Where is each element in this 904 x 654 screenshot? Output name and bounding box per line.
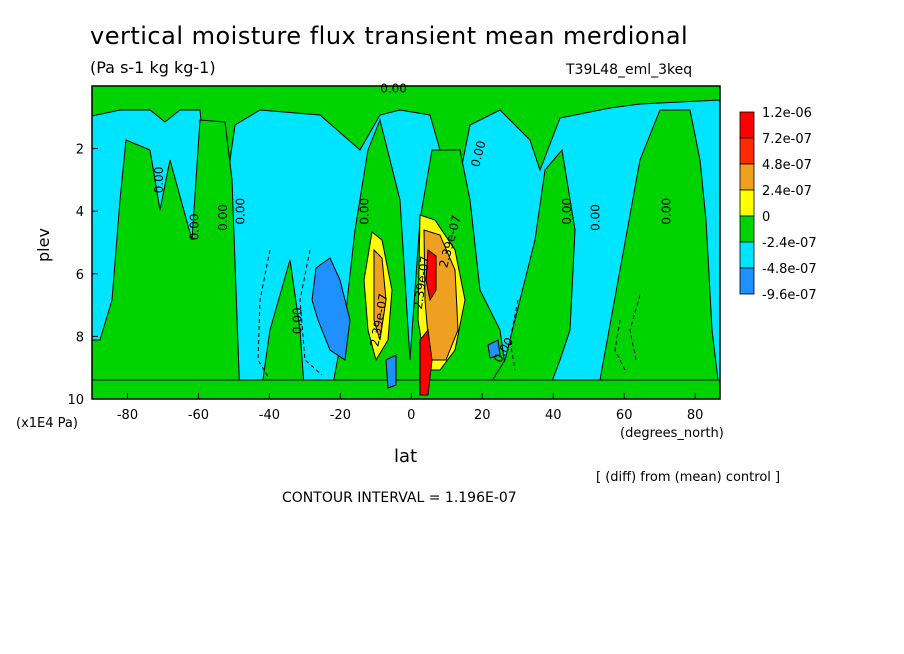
contour-label: 0.00 bbox=[234, 198, 248, 225]
blue-cell bbox=[385, 354, 397, 389]
contour-label: 0.00 bbox=[468, 139, 488, 168]
blue-cell bbox=[487, 339, 501, 359]
positive-region bbox=[480, 148, 576, 399]
legend-label: -4.8e-07 bbox=[762, 262, 817, 277]
x-tick-label: 0 bbox=[407, 408, 415, 423]
contour-label: 0.00 bbox=[588, 204, 602, 231]
contour-fills bbox=[92, 86, 720, 399]
legend-swatch bbox=[739, 215, 755, 243]
orange-cell bbox=[373, 248, 387, 341]
legend-swatch bbox=[739, 163, 755, 191]
legend-swatch bbox=[739, 137, 755, 165]
x-tick-label: 20 bbox=[474, 408, 491, 423]
y-tick-label: 8 bbox=[76, 330, 84, 345]
y-tick-label: 6 bbox=[76, 268, 84, 283]
contour-label: 0.00 bbox=[358, 198, 372, 225]
legend-label: 4.8e-07 bbox=[762, 158, 812, 173]
contour-label: 0.00 bbox=[659, 198, 673, 225]
run-id-label: T39L48_eml_3keq bbox=[566, 62, 693, 78]
legend-swatch bbox=[739, 189, 755, 217]
contour-label: 0.00 bbox=[380, 81, 407, 95]
x-axis-label: lat bbox=[394, 446, 418, 467]
negative-contour bbox=[629, 294, 641, 361]
contour-label: 0.00 bbox=[290, 307, 304, 334]
chart-title: vertical moisture flux transient mean me… bbox=[90, 22, 689, 50]
red-cell bbox=[419, 328, 433, 396]
contour-label: 0.00 bbox=[216, 204, 230, 231]
x-tick-label: -40 bbox=[259, 408, 280, 423]
y-tick-label: 4 bbox=[76, 205, 84, 220]
negative-contour bbox=[614, 319, 626, 371]
x-tick-label: 40 bbox=[545, 408, 562, 423]
legend-label: 7.2e-07 bbox=[762, 132, 812, 147]
negative-contour bbox=[257, 249, 271, 381]
contour-label: 0.00 bbox=[187, 213, 201, 240]
x-tick-label: 60 bbox=[616, 408, 633, 423]
negative-contour bbox=[299, 249, 323, 376]
chart-subtitle: (Pa s-1 kg kg-1) bbox=[90, 58, 216, 77]
legend-label: 1.2e-06 bbox=[762, 106, 812, 121]
red-cell bbox=[425, 249, 437, 302]
legend-swatch bbox=[739, 111, 755, 139]
diff-note: [ (diff) from (mean) control ] bbox=[596, 470, 781, 485]
legend-label: 0 bbox=[762, 210, 770, 225]
positive-region bbox=[259, 259, 306, 399]
y-tick-label: 2 bbox=[76, 143, 84, 158]
positive-region bbox=[92, 379, 720, 399]
contour-interval-text: CONTOUR INTERVAL = 1.196E-07 bbox=[282, 490, 517, 506]
plot-frame bbox=[91, 85, 721, 400]
blue-cell bbox=[311, 257, 351, 361]
x-tick-label: -80 bbox=[117, 408, 138, 423]
color-legend: 1.2e-06 7.2e-07 4.8e-07 2.4e-07 0 -2.4e-07 -4.… bbox=[739, 106, 817, 303]
legend-swatch bbox=[739, 267, 755, 295]
y-axis-unit: (x1E4 Pa) bbox=[16, 416, 78, 431]
x-tick-label: -20 bbox=[330, 408, 351, 423]
contour-label: 0.00 bbox=[152, 167, 166, 194]
axis-ticks: -80 -60 -40 -20 0 20 40 60 80 2 4 6 8 10 bbox=[67, 143, 703, 423]
y-tick-label: 10 bbox=[67, 393, 84, 408]
legend-swatch bbox=[739, 241, 755, 269]
x-tick-label: 80 bbox=[687, 408, 704, 423]
x-axis-unit: (degrees_north) bbox=[620, 426, 724, 441]
positive-region bbox=[92, 119, 241, 399]
legend-label: -9.6e-07 bbox=[762, 288, 817, 303]
x-tick-label: -60 bbox=[188, 408, 209, 423]
legend-label: 2.4e-07 bbox=[762, 184, 812, 199]
legend-label: -2.4e-07 bbox=[762, 236, 817, 251]
contour-label: 0.00 bbox=[560, 198, 574, 225]
